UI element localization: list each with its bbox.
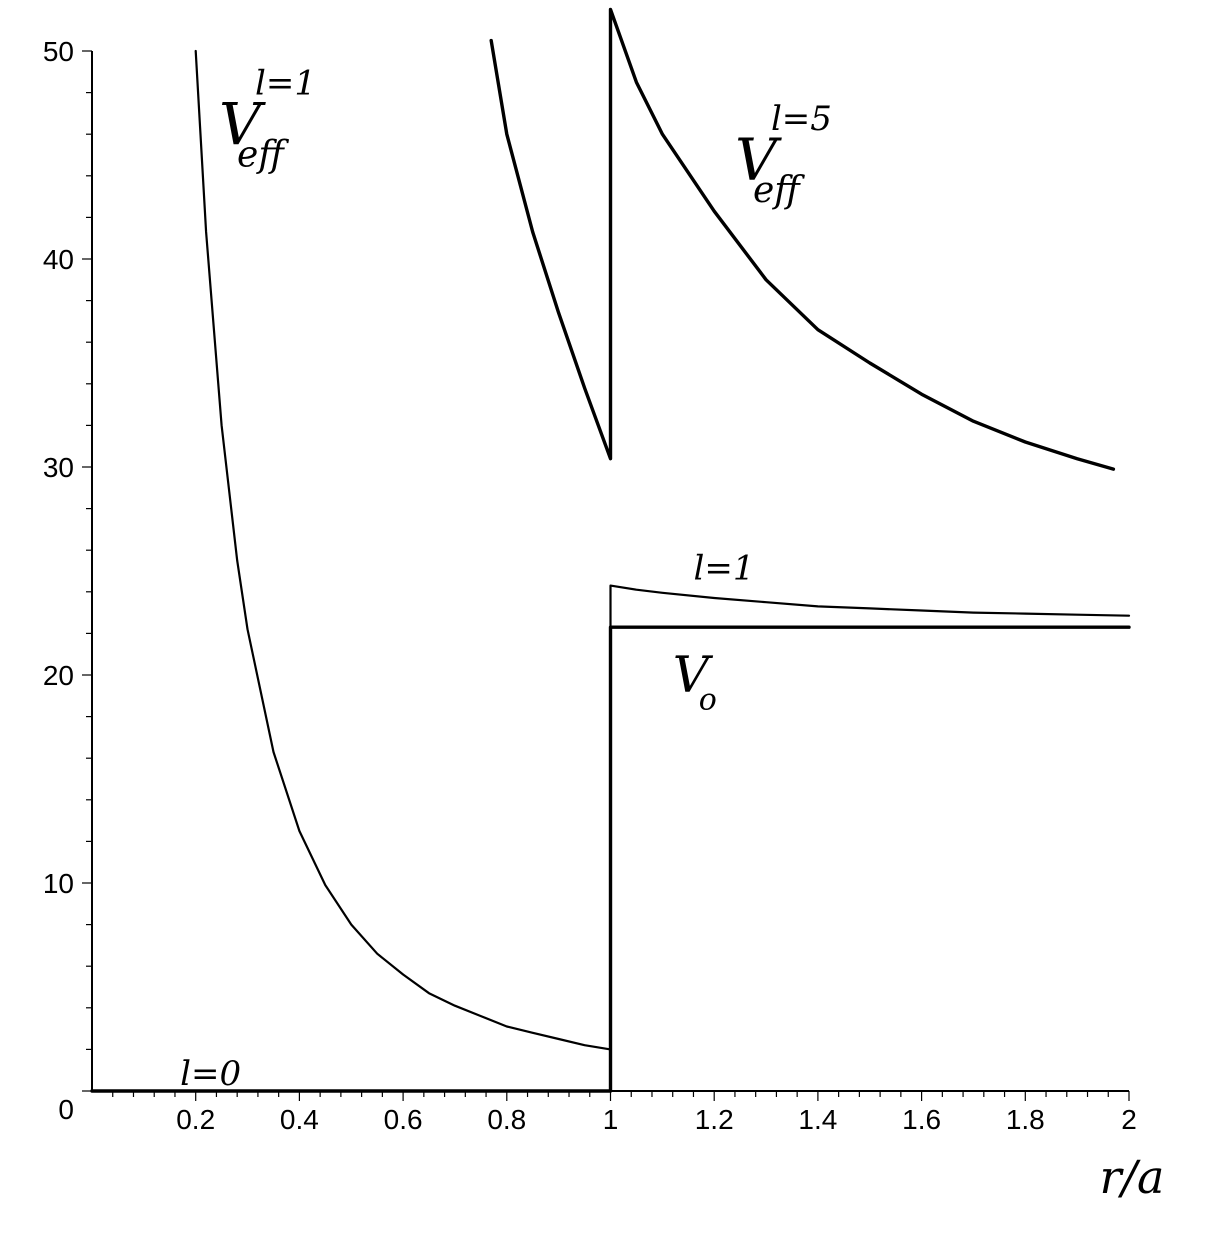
annotation-superscript: l=5 — [771, 99, 832, 139]
annotation-text: l=1 — [693, 548, 754, 588]
annotation-text: V — [673, 646, 714, 704]
series-l5-line — [489, 7, 1116, 471]
y-tick-labels: 0 10 20 30 40 50 — [43, 36, 74, 1125]
x-tick-label: 1.2 — [695, 1104, 734, 1135]
annotation-superscript: l=1 — [255, 64, 316, 104]
y-tick-label: 30 — [43, 452, 74, 483]
y-tick-label: 40 — [43, 244, 74, 275]
x-tick-label: 0.6 — [384, 1104, 423, 1135]
annotation-label-v0: Vo — [673, 646, 717, 718]
annotation-base: V — [735, 126, 782, 194]
x-axis-label: r/a — [1100, 1150, 1165, 1204]
x-tick-label: 1.8 — [1006, 1104, 1045, 1135]
x-tick-labels: 0.2 0.4 0.6 0.8 1 1.2 1.4 1.6 1.8 2 — [176, 1104, 1137, 1135]
annotation-subscript: eff — [237, 135, 289, 176]
minor-ticks — [82, 50, 1130, 1101]
annotation-subscript: eff — [753, 170, 805, 211]
x-tick-label: 0.2 — [176, 1104, 215, 1135]
x-tick-label: 2 — [1121, 1104, 1137, 1135]
annotation-base: V — [219, 91, 266, 159]
y-tick-label: 10 — [43, 868, 74, 899]
annotation-label-l0: l=0 — [180, 1054, 241, 1094]
y-tick-label: 20 — [43, 660, 74, 691]
series-l1-line — [194, 49, 1131, 1051]
annotation-label-l1: l=1 — [693, 548, 754, 588]
x-tick-label: 1.4 — [798, 1104, 837, 1135]
y-tick-label: 0 — [58, 1094, 74, 1125]
x-tick-label: 0.4 — [280, 1104, 319, 1135]
x-tick-label: 1 — [603, 1104, 619, 1135]
y-tick-label: 50 — [43, 36, 74, 67]
annotation-subscript: o — [699, 683, 717, 718]
x-tick-label: 0.8 — [487, 1104, 526, 1135]
annotation-text: l=0 — [180, 1054, 241, 1094]
series-layer — [90, 7, 1131, 1093]
x-tick-label: 1.6 — [902, 1104, 941, 1135]
